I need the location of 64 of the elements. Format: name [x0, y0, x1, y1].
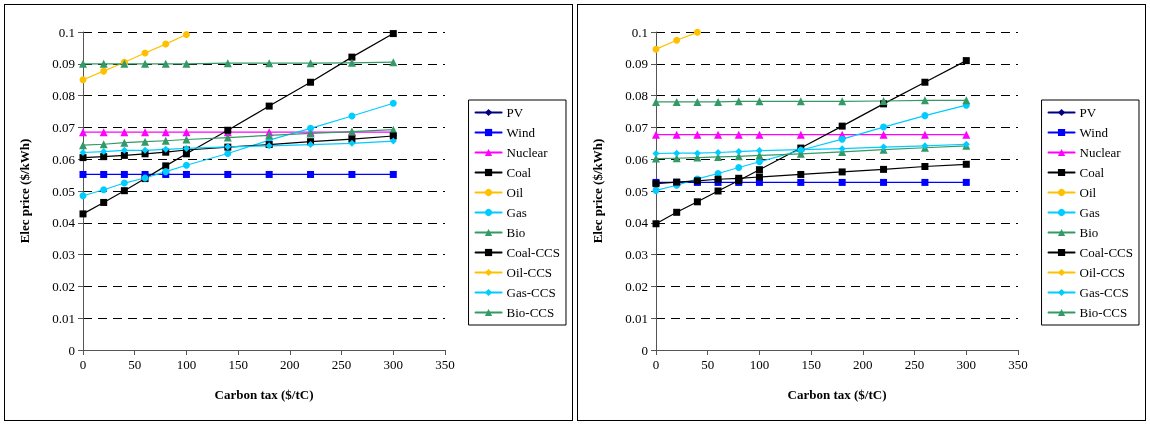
y-tick-label: 0.04	[625, 215, 649, 231]
legend-label: Oil	[506, 185, 524, 200]
y-tick-label: 0	[68, 342, 75, 358]
legend-label: Gas-CCS	[1079, 285, 1129, 300]
legend-label: Oil-CCS	[1079, 265, 1126, 280]
legend-label: Bio-CCS	[506, 305, 555, 320]
y-tick-label: 0.06	[625, 151, 649, 167]
y-tick-label: 0.02	[625, 278, 648, 294]
x-tick-label: 200	[853, 357, 873, 372]
y-tick-label: 0.02	[52, 278, 75, 294]
legend-label: Coal	[1079, 165, 1105, 180]
legend-label: Nuclear	[506, 145, 549, 160]
y-tick-label: 0.05	[625, 183, 648, 199]
legend-label: Bio-CCS	[1079, 305, 1128, 320]
x-tick-label: 350	[1008, 357, 1028, 372]
x-tick-label: 100	[176, 357, 197, 372]
legend-label: Bio	[506, 225, 526, 240]
x-tick-label: 100	[749, 357, 770, 372]
x-tick-label: 250	[904, 357, 925, 372]
x-axis-title: Carbon tax ($/tC)	[787, 387, 887, 402]
y-tick-label: 0.08	[52, 88, 75, 104]
x-tick-label: 0	[652, 357, 660, 372]
legend-label: Oil-CCS	[506, 265, 553, 280]
legend-label: Oil	[1079, 185, 1097, 200]
y-tick-label: 0.06	[52, 151, 76, 167]
y-tick-label: 0.03	[52, 247, 75, 263]
y-axis-title: Elec price ($/kWh)	[17, 138, 32, 244]
x-tick-label: 350	[435, 357, 455, 372]
legend-label: Coal-CCS	[506, 245, 561, 260]
legend-label: Gas-CCS	[506, 285, 556, 300]
y-tick-label: 0	[641, 342, 648, 358]
legend-label: Wind	[506, 125, 536, 140]
x-tick-label: 50	[701, 357, 715, 372]
y-tick-label: 0.01	[52, 310, 75, 326]
legend-label: PV	[1079, 105, 1097, 120]
x-tick-label: 250	[331, 357, 352, 372]
y-tick-label: 0.07	[625, 119, 649, 135]
x-tick-label: 50	[128, 357, 142, 372]
x-tick-label: 300	[956, 357, 977, 372]
y-tick-label: 0.1	[631, 24, 648, 40]
legend-label: Nuclear	[1079, 145, 1122, 160]
legend-label: Coal	[506, 165, 532, 180]
x-tick-label: 200	[280, 357, 300, 372]
y-tick-label: 0.03	[625, 247, 648, 263]
y-tick-label: 0.1	[58, 24, 75, 40]
y-tick-label: 0.07	[52, 119, 76, 135]
y-axis-title: Elec price ($/kWh)	[590, 138, 605, 244]
legend-label: Coal-CCS	[1079, 245, 1134, 260]
x-tick-label: 150	[228, 357, 248, 372]
legend-label: Bio	[1079, 225, 1099, 240]
legend-label: Wind	[1079, 125, 1109, 140]
x-tick-label: 150	[801, 357, 821, 372]
y-tick-label: 0.09	[52, 56, 75, 72]
x-tick-label: 0	[79, 357, 87, 372]
x-tick-label: 300	[383, 357, 404, 372]
legend-label: Gas	[1079, 205, 1100, 220]
legend-label: PV	[506, 105, 524, 120]
x-axis-title: Carbon tax ($/tC)	[214, 387, 314, 402]
y-tick-label: 0.01	[625, 310, 648, 326]
y-tick-label: 0.09	[625, 56, 648, 72]
legend-label: Gas	[506, 205, 527, 220]
y-tick-label: 0.05	[52, 183, 75, 199]
y-tick-label: 0.04	[52, 215, 76, 231]
y-tick-label: 0.08	[625, 88, 648, 104]
